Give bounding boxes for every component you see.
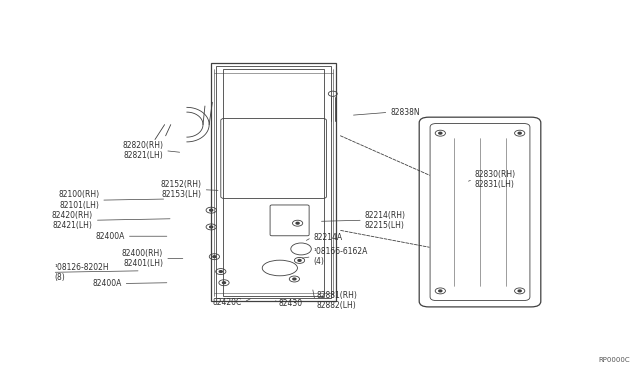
Circle shape	[223, 282, 225, 283]
Circle shape	[210, 226, 212, 228]
Text: 82838N: 82838N	[390, 108, 420, 117]
Circle shape	[210, 209, 212, 211]
Circle shape	[518, 132, 521, 134]
Text: ¹08126-8202H
(8): ¹08126-8202H (8)	[54, 263, 109, 282]
Text: RP0000C: RP0000C	[599, 357, 630, 363]
Circle shape	[296, 222, 299, 224]
Circle shape	[220, 271, 222, 272]
Circle shape	[439, 290, 442, 292]
Text: 82430: 82430	[278, 299, 303, 308]
Text: 82100(RH)
82101(LH): 82100(RH) 82101(LH)	[58, 190, 99, 210]
Text: 82214A: 82214A	[314, 233, 343, 242]
Circle shape	[439, 132, 442, 134]
Circle shape	[293, 278, 296, 280]
Text: 82881(RH)
82882(LH): 82881(RH) 82882(LH)	[317, 291, 358, 310]
Text: 82152(RH)
82153(LH): 82152(RH) 82153(LH)	[161, 180, 202, 199]
Text: 82830(RH)
82831(LH): 82830(RH) 82831(LH)	[475, 170, 516, 189]
Text: 82400(RH)
82401(LH): 82400(RH) 82401(LH)	[122, 249, 163, 268]
Circle shape	[298, 260, 301, 261]
Text: 82400A: 82400A	[92, 279, 122, 288]
Text: 82820(RH)
82821(LH): 82820(RH) 82821(LH)	[122, 141, 163, 160]
Text: 82400A: 82400A	[95, 232, 125, 241]
Text: 82420(RH)
82421(LH): 82420(RH) 82421(LH)	[52, 211, 93, 230]
Text: 82214(RH)
82215(LH): 82214(RH) 82215(LH)	[365, 211, 406, 230]
Text: ¹08166-6162A
(4): ¹08166-6162A (4)	[314, 247, 368, 266]
Circle shape	[213, 256, 216, 257]
Text: 82420C: 82420C	[212, 298, 242, 307]
Circle shape	[518, 290, 521, 292]
